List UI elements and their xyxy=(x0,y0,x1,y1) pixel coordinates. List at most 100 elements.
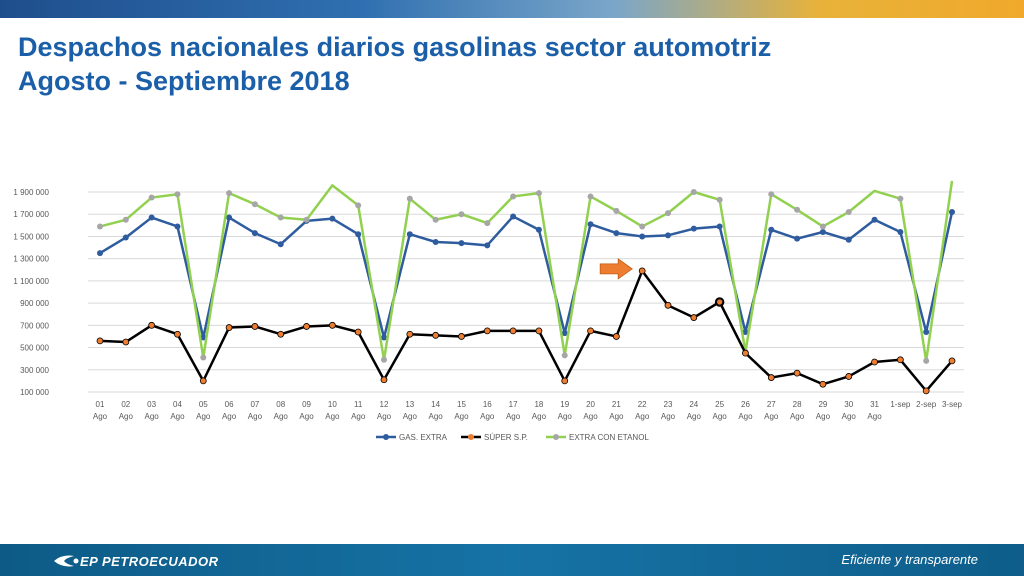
data-point-etanol xyxy=(432,216,439,223)
x-tick-label: 08 xyxy=(276,400,285,409)
y-tick-label: 1 500 000 xyxy=(13,232,49,241)
x-tick-label: 2-sep xyxy=(916,400,937,409)
y-tick-label: 1 900 000 xyxy=(13,188,49,197)
data-point-etanol xyxy=(381,356,387,363)
data-point-gas_extra xyxy=(845,236,852,243)
x-tick-label: 14 xyxy=(431,400,440,409)
legend-item-super: SÚPER S.P. xyxy=(461,433,528,442)
annotations xyxy=(599,258,725,307)
data-point-super xyxy=(251,323,259,330)
x-tick-label: 15 xyxy=(457,400,466,409)
x-tick-label: 06 xyxy=(225,400,234,409)
data-point-gas_extra xyxy=(871,216,878,223)
y-tick-label: 1 300 000 xyxy=(13,255,49,264)
data-point-etanol xyxy=(897,195,904,202)
x-tick-label: 28 xyxy=(793,400,802,409)
data-point-etanol xyxy=(458,211,465,218)
x-tick-month-label: Ago xyxy=(661,412,676,421)
slogan: Eficiente y transparente xyxy=(841,552,978,567)
petroecuador-logo: EP PETROECUADOR xyxy=(52,553,218,569)
data-point-gas_extra xyxy=(561,330,568,337)
data-point-super xyxy=(845,373,853,380)
title-line-2: Agosto - Septiembre 2018 xyxy=(18,66,350,96)
top-accent-bar xyxy=(0,0,1024,18)
data-point-etanol xyxy=(613,207,620,214)
legend-item-gas_extra: GAS. EXTRA xyxy=(376,433,448,442)
x-tick-label: 05 xyxy=(199,400,208,409)
x-tick-label: 29 xyxy=(818,400,827,409)
data-point-etanol xyxy=(174,191,181,198)
x-tick-month-label: Ago xyxy=(351,412,366,421)
slide-title: Despachos nacionales diarios gasolinas s… xyxy=(18,30,771,98)
x-tick-month-label: Ago xyxy=(299,412,314,421)
data-point-etanol xyxy=(768,191,775,198)
data-point-gas_extra xyxy=(794,235,801,242)
data-point-etanol xyxy=(535,190,542,197)
x-tick-label: 04 xyxy=(173,400,182,409)
data-point-super xyxy=(328,321,336,329)
legend-swatch-marker xyxy=(553,434,559,440)
data-point-etanol xyxy=(819,223,826,230)
data-point-etanol xyxy=(148,194,155,201)
y-tick-label: 500 000 xyxy=(20,344,49,353)
x-tick-month-label: Ago xyxy=(842,412,857,421)
data-point-gas_extra xyxy=(148,214,155,221)
y-tick-label: 1 100 000 xyxy=(13,277,49,286)
x-tick-month-label: Ago xyxy=(583,412,598,421)
y-tick-label: 100 000 xyxy=(20,388,49,397)
x-tick-month-label: Ago xyxy=(506,412,521,421)
x-tick-label: 13 xyxy=(405,400,414,409)
data-point-gas_extra xyxy=(690,225,697,232)
x-tick-month-label: Ago xyxy=(454,412,469,421)
data-point-super xyxy=(174,330,181,338)
data-point-etanol xyxy=(122,216,129,223)
series-line-etanol xyxy=(99,180,954,363)
x-tick-label: 02 xyxy=(121,400,130,409)
x-tick-label: 11 xyxy=(354,400,363,409)
data-point-gas_extra xyxy=(329,215,336,222)
x-tick-month-label: Ago xyxy=(790,412,805,421)
legend-label: GAS. EXTRA xyxy=(399,433,448,442)
x-tick-month-label: Ago xyxy=(403,412,418,421)
data-point-etanol xyxy=(716,196,723,203)
x-axis-tick-labels: 01 Ago 02 Ago 03 Ago 04 Ago 05 Ago 06 Ago 07 Ago 08 Ago… xyxy=(93,400,963,421)
data-point-super xyxy=(638,267,646,275)
x-tick-label: 19 xyxy=(560,400,569,409)
data-point-gas_extra xyxy=(510,213,517,220)
x-tick-label: 16 xyxy=(483,400,492,409)
data-point-super xyxy=(561,377,569,385)
data-point-etanol xyxy=(639,223,646,230)
legend-swatch-marker xyxy=(468,434,474,440)
data-point-super xyxy=(690,314,698,321)
data-point-etanol xyxy=(587,193,594,200)
data-point-etanol xyxy=(690,189,697,195)
data-point-etanol xyxy=(845,209,852,215)
data-point-gas_extra xyxy=(716,223,723,230)
data-point-etanol xyxy=(97,223,103,230)
data-point-super xyxy=(587,327,594,335)
x-tick-month-label: Ago xyxy=(764,412,779,421)
data-point-super xyxy=(742,349,749,357)
data-point-etanol xyxy=(277,214,284,221)
x-tick-month-label: Ago xyxy=(248,412,263,421)
x-tick-month-label: Ago xyxy=(325,412,340,421)
data-point-etanol xyxy=(561,352,568,359)
data-point-gas_extra xyxy=(432,239,439,245)
x-tick-month-label: Ago xyxy=(713,412,728,421)
data-point-gas_extra xyxy=(277,241,284,248)
x-tick-month-label: Ago xyxy=(222,412,237,421)
data-point-etanol xyxy=(510,193,517,200)
data-point-super xyxy=(664,301,672,309)
data-point-super xyxy=(896,356,904,364)
x-tick-label: 1-sep xyxy=(890,400,911,409)
drop-logo-icon xyxy=(54,555,79,567)
data-point-etanol xyxy=(226,190,233,197)
series-line-gas_extra xyxy=(99,211,954,339)
gridlines xyxy=(88,191,964,393)
x-tick-month-label: Ago xyxy=(532,412,547,421)
data-point-gas_extra xyxy=(897,229,904,235)
title-line-1: Despachos nacionales diarios gasolinas s… xyxy=(18,32,772,62)
x-tick-label: 25 xyxy=(715,400,724,409)
series-line-super xyxy=(99,269,953,393)
data-point-etanol xyxy=(923,357,930,364)
